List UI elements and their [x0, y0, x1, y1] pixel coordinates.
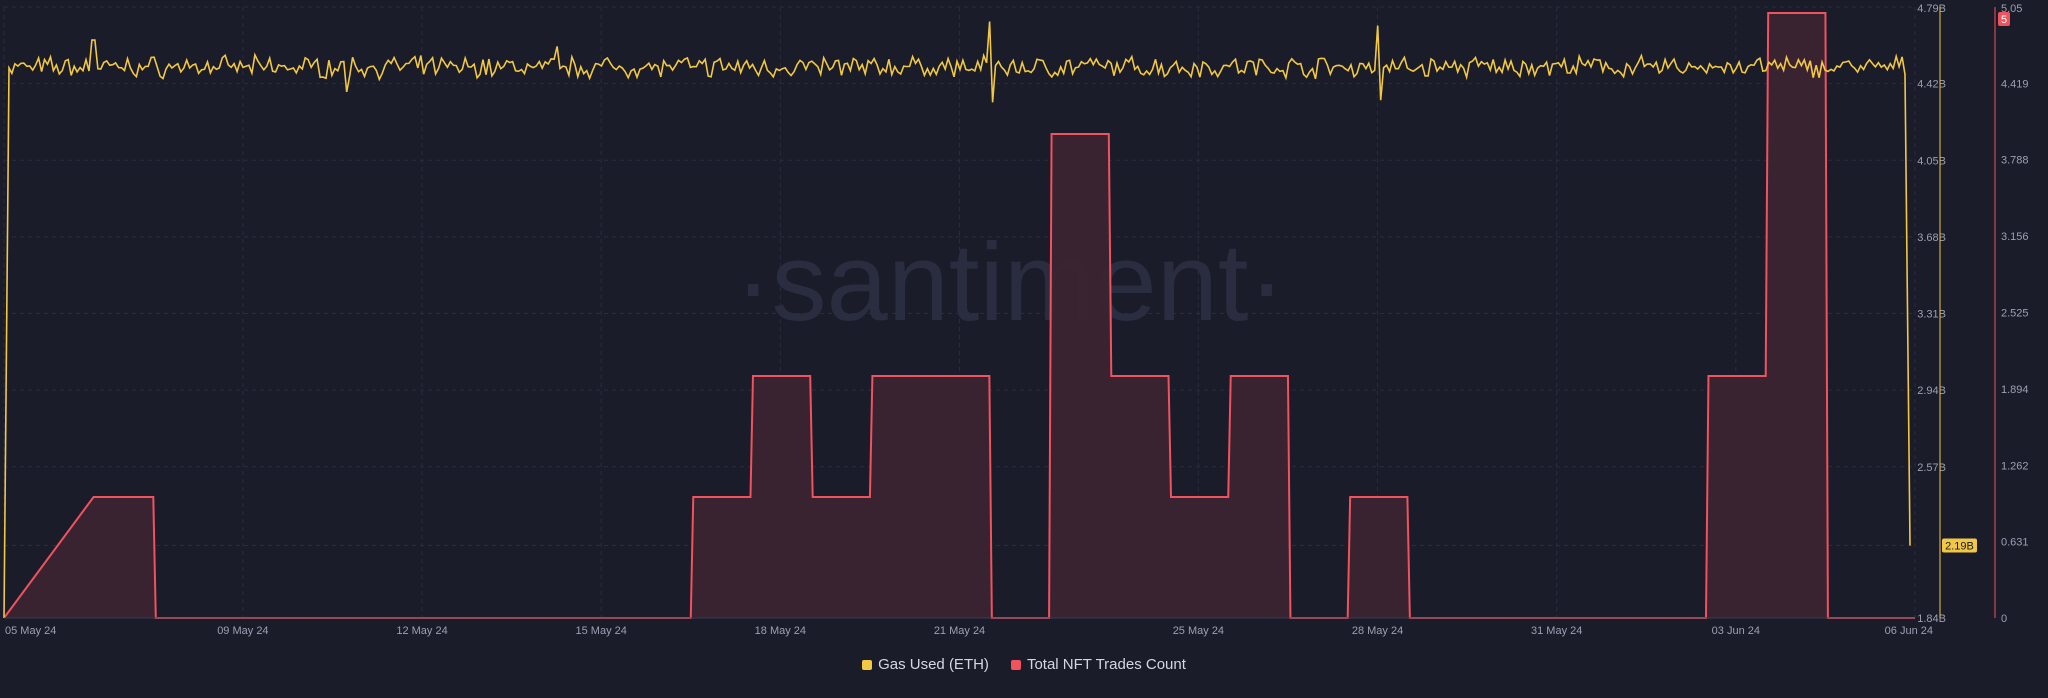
x-tick-label: 18 May 24: [755, 625, 806, 637]
nft-series-layer: [3, 12, 1915, 619]
nft-line: [3, 12, 1915, 619]
x-tick-label: 03 Jun 24: [1712, 625, 1760, 637]
legend-label-nft: Total NFT Trades Count: [1026, 656, 1186, 673]
gas-last-value-badge: [1942, 538, 1977, 553]
legend-item-nft[interactable]: Total NFT Trades Count: [1010, 656, 1186, 673]
y-tick-label-gas: 2.94B: [1917, 385, 1946, 397]
legend-swatch-nft: [1010, 659, 1021, 670]
x-tick-label: 21 May 24: [934, 625, 985, 637]
x-tick-label: 15 May 24: [576, 625, 627, 637]
y-tick-label-nft: 1.894: [2001, 384, 2029, 396]
y-tick-label-nft: 3.156: [2001, 231, 2029, 243]
x-tick-label: 31 May 24: [1531, 625, 1582, 637]
y-tick-label-gas: 4.79B: [1917, 3, 1946, 15]
y-tick-label-nft: 3.788: [2001, 155, 2029, 167]
gas-line: [3, 21, 1911, 619]
y-tick-label-gas: 3.31B: [1917, 309, 1946, 321]
y-tick-label-gas: 3.68B: [1917, 232, 1946, 244]
legend-swatch-gas: [862, 659, 873, 670]
x-tick-label: 09 May 24: [217, 625, 268, 637]
legend-item-gas[interactable]: Gas Used (ETH): [862, 656, 989, 673]
legend-label-gas: Gas Used (ETH): [878, 656, 989, 673]
x-tick-label: 28 May 24: [1352, 625, 1403, 637]
x-tick-label: 12 May 24: [396, 625, 447, 637]
y-tick-label-nft: 0.631: [2001, 537, 2029, 549]
nft-area: [4, 13, 1915, 619]
gas-series-layer: [3, 21, 1911, 619]
nft-last-value-badge: [1998, 12, 2010, 26]
y-tick-label-nft: 4.419: [2001, 78, 2029, 90]
y-tick-label-nft: 1.262: [2001, 460, 2029, 472]
y-tick-label-gas: 4.05B: [1917, 155, 1946, 167]
y-tick-label-nft: 2.525: [2001, 308, 2029, 320]
axes-layer: 4.79B 4.42B 4.05B 3.68B 3.31B 2.94B 2.57B 1.84B…: [4, 3, 2029, 637]
legend: Gas Used (ETH) Total NFT Trades Count: [0, 656, 2048, 673]
x-tick-label: 25 May 24: [1173, 625, 1224, 637]
y-tick-label-gas: 1.84B: [1917, 613, 1946, 625]
gas-last-value-label: 2.19B: [1945, 541, 1974, 553]
watermark: ·santiment·: [735, 221, 1285, 344]
x-tick-label: 06 Jun 24: [1885, 625, 1933, 637]
y-tick-label-nft: 0: [2001, 613, 2007, 625]
nft-last-value-label: 5: [2001, 14, 2007, 26]
y-tick-label-gas: 4.42B: [1917, 79, 1946, 91]
y-tick-label-gas: 2.57B: [1917, 462, 1946, 474]
x-tick-label: 05 May 24: [5, 625, 56, 637]
